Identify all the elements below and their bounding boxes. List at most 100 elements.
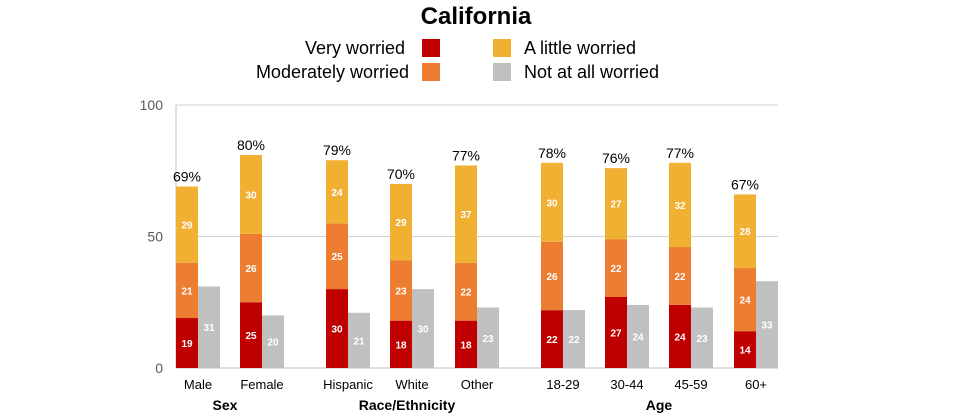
data-label: 37 <box>460 210 472 221</box>
y-tick-label: 0 <box>155 360 163 376</box>
bar-moderately-worried <box>734 268 756 332</box>
data-label: 24 <box>331 188 343 199</box>
data-label: 21 <box>353 336 365 347</box>
bar-not-at-all-worried <box>348 312 370 368</box>
data-label: 22 <box>546 335 558 346</box>
total-label: 80% <box>237 137 265 153</box>
x-tick-label: 18-29 <box>546 377 579 392</box>
bar-moderately-worried <box>240 233 262 303</box>
bar-a-little-worried <box>734 194 756 269</box>
total-label: 77% <box>666 145 694 161</box>
bar-very-worried <box>390 320 412 368</box>
bar-very-worried <box>240 302 262 368</box>
bar-very-worried <box>541 310 563 368</box>
bar-not-at-all-worried <box>563 310 585 368</box>
data-label: 24 <box>674 332 686 343</box>
legend-swatch <box>493 39 511 57</box>
data-label: 30 <box>245 190 257 201</box>
group-label: Race/Ethnicity <box>359 397 456 413</box>
data-label: 29 <box>395 218 407 229</box>
bar-not-at-all-worried <box>691 307 713 368</box>
bar-a-little-worried <box>390 183 412 261</box>
bar-moderately-worried <box>455 262 477 321</box>
data-label: 22 <box>460 288 472 299</box>
data-label: 29 <box>181 221 193 232</box>
data-label: 23 <box>482 334 494 345</box>
total-label: 79% <box>323 142 351 158</box>
data-label: 24 <box>632 332 644 343</box>
legend-swatch <box>493 63 511 81</box>
bar-moderately-worried <box>541 241 563 311</box>
bar-a-little-worried <box>240 154 262 234</box>
x-tick-label: Female <box>240 377 283 392</box>
bar-not-at-all-worried <box>412 289 434 368</box>
data-label: 28 <box>739 227 751 238</box>
data-label: 21 <box>181 286 193 297</box>
x-tick-label: Hispanic <box>323 377 373 392</box>
chart-title: California <box>421 3 532 30</box>
bar-a-little-worried <box>541 162 563 242</box>
bar-a-little-worried <box>455 165 477 263</box>
legend-label: Very worried <box>305 38 405 58</box>
total-label: 67% <box>731 176 759 192</box>
bar-moderately-worried <box>669 247 691 305</box>
x-tick-label: 60+ <box>745 377 767 392</box>
bar-not-at-all-worried <box>262 315 284 368</box>
group-label: Sex <box>213 397 238 413</box>
data-label: 25 <box>331 252 343 263</box>
data-label: 19 <box>181 339 193 350</box>
data-label: 27 <box>610 328 622 339</box>
data-label: 23 <box>395 286 407 297</box>
x-tick-label: 45-59 <box>674 377 707 392</box>
data-label: 30 <box>417 325 429 336</box>
data-label: 22 <box>610 264 622 275</box>
y-tick-label: 50 <box>147 229 163 245</box>
data-label: 23 <box>696 334 708 345</box>
total-label: 77% <box>452 147 480 163</box>
bar-very-worried <box>455 320 477 368</box>
legend-label: Moderately worried <box>256 62 409 82</box>
bar-very-worried <box>734 331 756 368</box>
bar-not-at-all-worried <box>198 286 220 368</box>
data-label: 33 <box>761 321 773 332</box>
data-label: 31 <box>203 323 215 334</box>
bar-a-little-worried <box>605 168 627 240</box>
bar-a-little-worried <box>176 186 198 263</box>
legend-swatch <box>422 63 440 81</box>
bar-a-little-worried <box>326 160 348 224</box>
total-label: 78% <box>538 145 566 161</box>
data-label: 22 <box>568 335 580 346</box>
bar-moderately-worried <box>390 260 412 321</box>
legend-label: A little worried <box>524 38 636 58</box>
data-label: 20 <box>267 338 279 349</box>
x-tick-label: Male <box>184 377 212 392</box>
bar-very-worried <box>669 304 691 368</box>
total-label: 69% <box>173 169 201 185</box>
bar-not-at-all-worried <box>477 307 499 368</box>
data-label: 30 <box>331 325 343 336</box>
legend-label: Not at all worried <box>524 62 659 82</box>
x-tick-label: Other <box>461 377 494 392</box>
data-label: 26 <box>245 264 257 275</box>
data-label: 24 <box>739 296 751 307</box>
data-label: 18 <box>395 340 407 351</box>
x-tick-label: 30-44 <box>610 377 643 392</box>
total-label: 76% <box>602 150 630 166</box>
x-tick-label: White <box>395 377 428 392</box>
bar-moderately-worried <box>605 239 627 297</box>
data-label: 27 <box>610 200 622 211</box>
legend-swatch <box>422 39 440 57</box>
y-tick-label: 100 <box>140 97 164 113</box>
group-label: Age <box>646 397 673 413</box>
bar-very-worried <box>605 296 627 368</box>
data-label: 30 <box>546 198 558 209</box>
bar-not-at-all-worried <box>627 304 649 368</box>
bar-moderately-worried <box>326 223 348 290</box>
data-label: 14 <box>739 346 751 357</box>
data-label: 18 <box>460 340 472 351</box>
bar-moderately-worried <box>176 262 198 319</box>
data-label: 25 <box>245 331 257 342</box>
data-label: 26 <box>546 272 558 283</box>
